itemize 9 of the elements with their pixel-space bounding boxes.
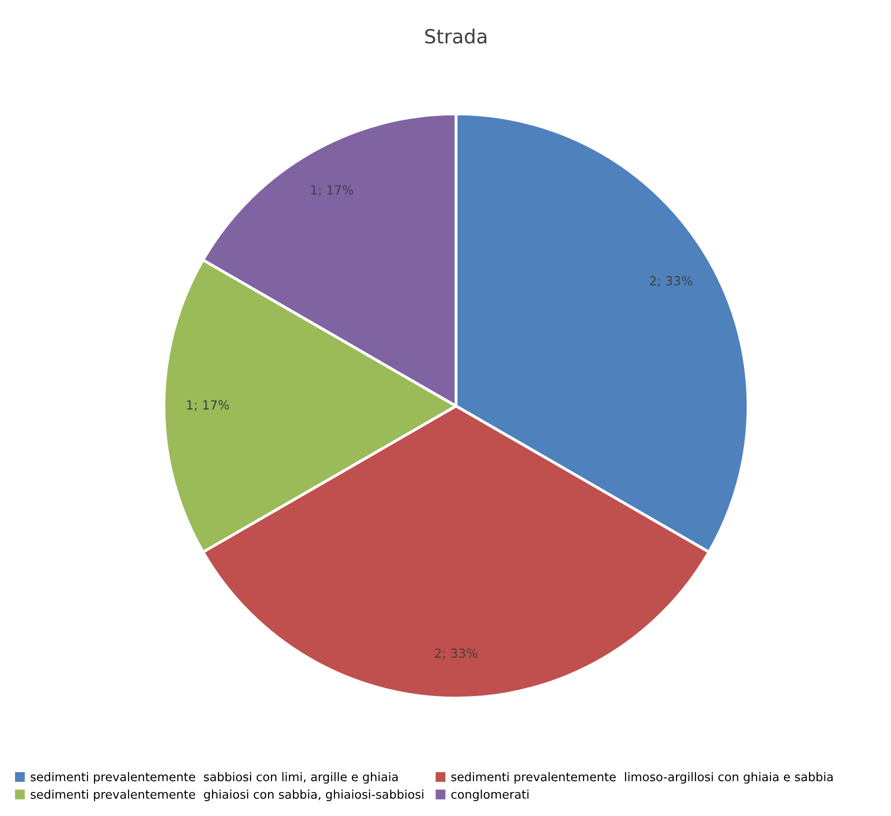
legend-label: sedimenti prevalentemente ghiaiosi con sabbia, ghiaiosi-sabbiosi — [30, 790, 424, 802]
legend-label: conglomerati — [451, 790, 528, 802]
data-label: 2; 33% — [650, 276, 692, 287]
chart-title: Strada — [425, 28, 486, 44]
data-label: 1; 17% — [187, 400, 230, 411]
legend-label: sedimenti prevalentemente sabbiosi con limi, argille e ghiaia — [30, 772, 398, 784]
legend-label: sedimenti prevalentemente limoso-argillosi con ghiaia e sabbia — [451, 772, 833, 784]
data-label: 2; 33% — [434, 648, 478, 660]
data-label: 1; 17% — [311, 185, 354, 196]
